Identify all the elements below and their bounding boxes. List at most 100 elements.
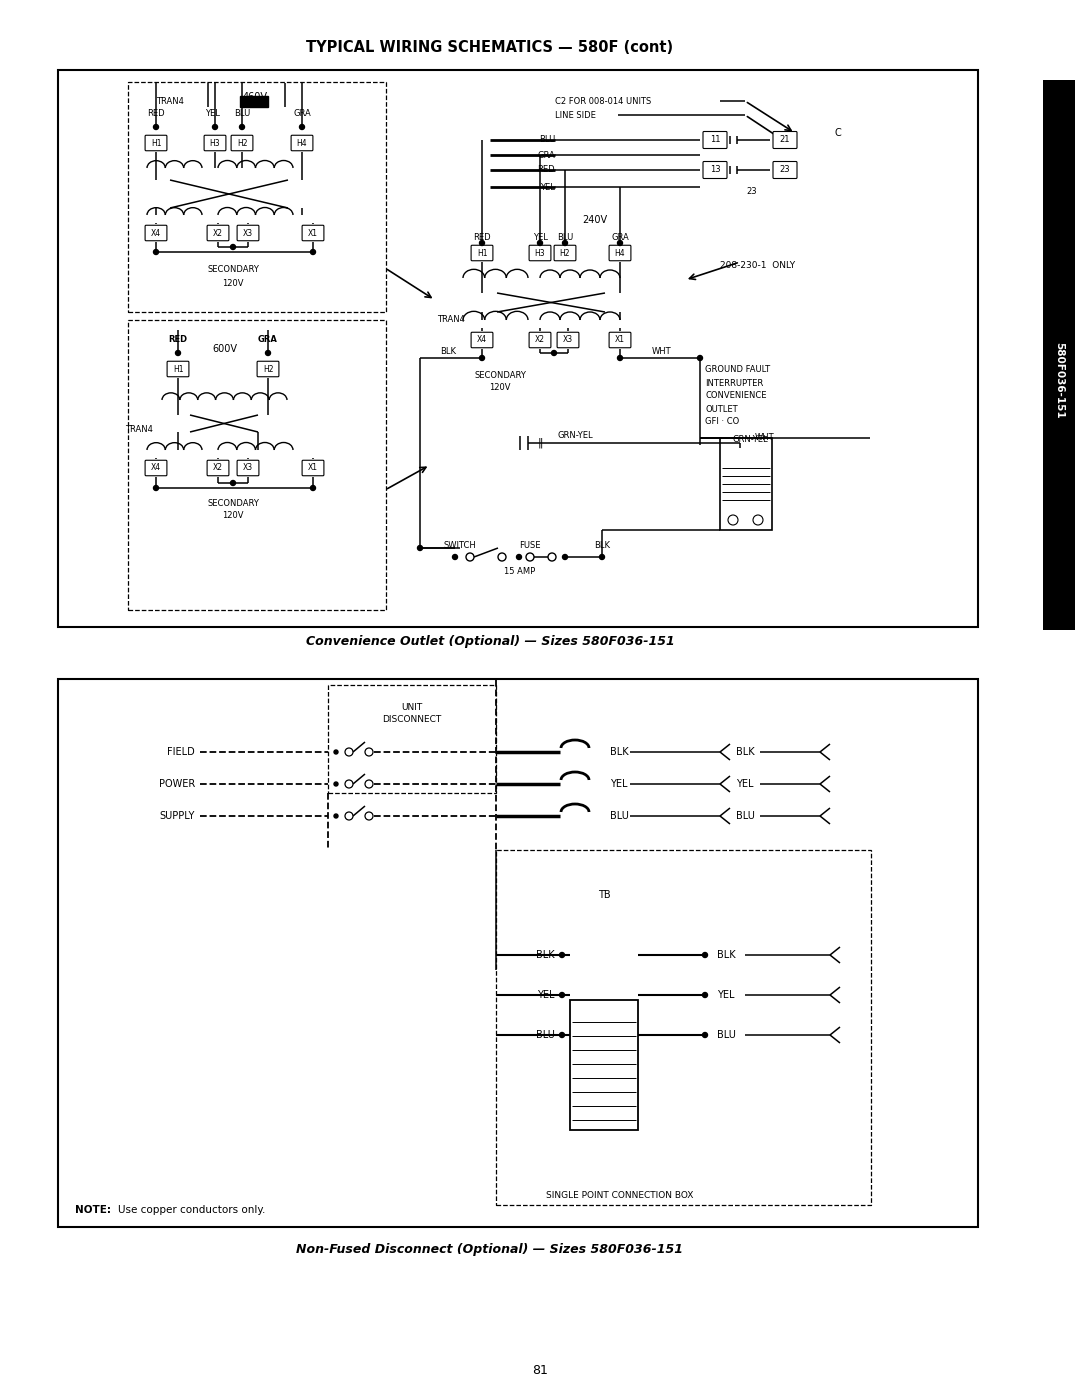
FancyBboxPatch shape <box>207 225 229 240</box>
Bar <box>570 1000 638 1130</box>
FancyBboxPatch shape <box>238 225 259 240</box>
Bar <box>58 70 978 627</box>
Circle shape <box>153 250 159 254</box>
Text: C: C <box>835 129 841 138</box>
Text: X2: X2 <box>213 229 222 237</box>
Circle shape <box>559 953 565 957</box>
Circle shape <box>299 124 305 130</box>
Text: NOTE:: NOTE: <box>75 1206 111 1215</box>
Text: X4: X4 <box>151 229 161 237</box>
Text: H3: H3 <box>535 249 545 257</box>
Text: 460V: 460V <box>243 92 268 102</box>
Circle shape <box>698 355 702 360</box>
Text: H1: H1 <box>173 365 184 373</box>
Bar <box>1043 80 1075 630</box>
Text: 81: 81 <box>532 1363 548 1376</box>
Text: BLK: BLK <box>610 747 629 757</box>
Text: TRAN4: TRAN4 <box>125 426 153 434</box>
FancyBboxPatch shape <box>167 362 189 377</box>
Text: 120V: 120V <box>222 511 244 521</box>
FancyBboxPatch shape <box>145 460 167 476</box>
Text: GRN-YEL: GRN-YEL <box>732 436 768 444</box>
Bar <box>129 320 386 610</box>
Circle shape <box>153 124 159 130</box>
Circle shape <box>618 355 622 360</box>
Text: INTERRUPTER: INTERRUPTER <box>705 379 764 387</box>
Text: Non-Fused Disconnect (Optional) — Sizes 580F036-151: Non-Fused Disconnect (Optional) — Sizes … <box>297 1243 684 1256</box>
Text: BLU: BLU <box>557 232 573 242</box>
Text: H3: H3 <box>210 138 220 148</box>
Circle shape <box>516 555 522 560</box>
Text: POWER: POWER <box>159 780 195 789</box>
Text: 120V: 120V <box>222 278 244 288</box>
FancyBboxPatch shape <box>529 332 551 348</box>
Text: BLK: BLK <box>735 747 754 757</box>
FancyBboxPatch shape <box>554 246 576 261</box>
Text: YEL: YEL <box>737 780 754 789</box>
FancyBboxPatch shape <box>471 332 492 348</box>
Text: SUPPLY: SUPPLY <box>160 812 195 821</box>
Text: 600V: 600V <box>213 344 238 353</box>
Circle shape <box>702 992 707 997</box>
Text: GRA: GRA <box>611 232 629 242</box>
Bar <box>720 439 772 529</box>
Text: YEL: YEL <box>717 990 734 1000</box>
Circle shape <box>552 351 556 355</box>
Text: BLK: BLK <box>717 950 735 960</box>
Text: BLU: BLU <box>610 812 629 821</box>
Text: RED: RED <box>168 335 188 345</box>
Text: BLK: BLK <box>594 541 610 549</box>
Text: UNIT: UNIT <box>402 703 422 711</box>
Circle shape <box>559 1032 565 1038</box>
Circle shape <box>334 814 338 819</box>
FancyBboxPatch shape <box>557 332 579 348</box>
Text: RED: RED <box>473 232 490 242</box>
FancyBboxPatch shape <box>238 460 259 476</box>
Text: 13: 13 <box>710 165 720 175</box>
Circle shape <box>311 486 315 490</box>
Circle shape <box>618 240 622 246</box>
Text: GFI · CO: GFI · CO <box>705 418 739 426</box>
Text: H1: H1 <box>476 249 487 257</box>
Circle shape <box>266 351 270 355</box>
Circle shape <box>599 555 605 560</box>
Text: 21: 21 <box>780 136 791 144</box>
Text: Convenience Outlet (Optional) — Sizes 580F036-151: Convenience Outlet (Optional) — Sizes 58… <box>306 634 674 647</box>
Text: H1: H1 <box>151 138 161 148</box>
Circle shape <box>213 124 217 130</box>
FancyBboxPatch shape <box>773 162 797 179</box>
Circle shape <box>702 1032 707 1038</box>
Text: BLU: BLU <box>536 1030 555 1039</box>
FancyBboxPatch shape <box>204 136 226 151</box>
Text: GRA: GRA <box>293 109 311 119</box>
Text: X2: X2 <box>535 335 545 345</box>
Text: X1: X1 <box>308 229 318 237</box>
Text: OUTLET: OUTLET <box>705 405 738 414</box>
Text: RED: RED <box>538 165 555 175</box>
Text: GRN-YEL: GRN-YEL <box>557 432 593 440</box>
Circle shape <box>334 782 338 787</box>
Circle shape <box>334 750 338 754</box>
Text: YEL: YEL <box>532 232 548 242</box>
Text: RED: RED <box>147 109 165 119</box>
Text: H2: H2 <box>559 249 570 257</box>
Text: GRA: GRA <box>537 151 555 159</box>
FancyBboxPatch shape <box>609 246 631 261</box>
Text: GRA: GRA <box>258 335 278 345</box>
Circle shape <box>538 240 542 246</box>
Text: X4: X4 <box>477 335 487 345</box>
Circle shape <box>230 481 235 486</box>
Text: WHT: WHT <box>755 433 774 443</box>
FancyBboxPatch shape <box>302 225 324 240</box>
Text: BLK: BLK <box>537 950 555 960</box>
Text: 120V: 120V <box>489 384 511 393</box>
Text: SECONDARY: SECONDARY <box>474 370 526 380</box>
Bar <box>58 679 978 1227</box>
Text: H4: H4 <box>297 138 308 148</box>
Text: H4: H4 <box>615 249 625 257</box>
Text: TRAN4: TRAN4 <box>156 98 184 106</box>
Bar <box>496 849 870 1206</box>
Text: CONVENIENCE: CONVENIENCE <box>705 391 767 401</box>
Circle shape <box>559 992 565 997</box>
Text: C2 FOR 008-014 UNITS: C2 FOR 008-014 UNITS <box>555 96 651 106</box>
